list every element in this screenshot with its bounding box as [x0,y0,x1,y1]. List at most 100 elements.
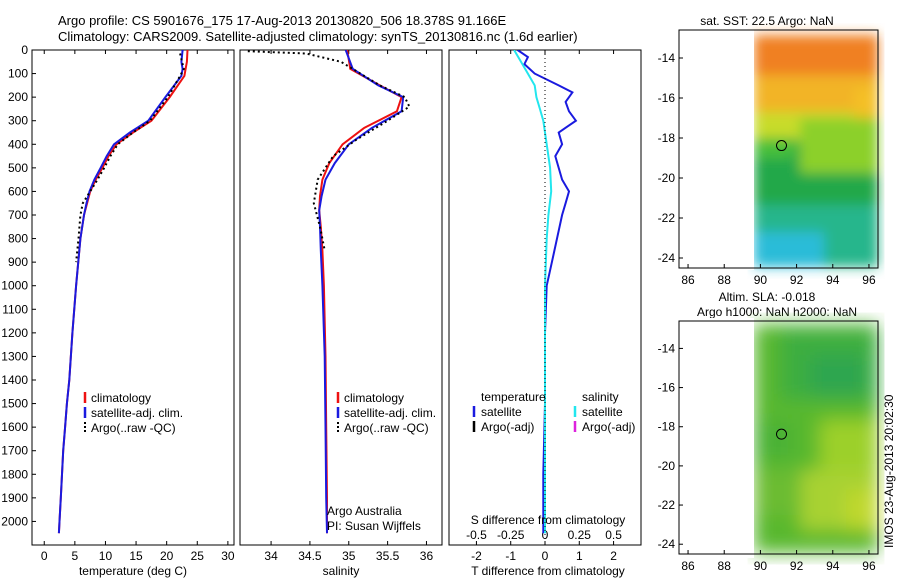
series-line-satellite-adj-clim- [57,50,184,534]
legend-label-sal-argo: Argo(-adj) [582,420,635,434]
legend-label-temp-satellite: satellite [481,405,522,419]
legend-label-climatology: climatology [91,391,151,405]
x-tick-label: 30 [221,549,235,563]
y-tick-label: 900 [8,255,28,269]
s-tick-label: -0.25 [497,528,525,542]
x-tick-label: 5 [72,549,79,563]
map-x-tick-label: 96 [862,559,876,573]
temperature-x-axis: 0 5 10 15 20 25 30 [41,50,235,563]
map-y-tick-label: -22 [658,498,676,512]
s-tick-label: 0.25 [568,528,592,542]
series-line-satellite-adj-clim- [318,50,405,534]
y-tick-label: 400 [8,137,28,151]
imos-timestamp: IMOS 23-Aug-2013 20:02:30 [882,394,896,548]
legend-label-argo: Argo(..raw -QC) [344,421,429,435]
legend-header-temperature: temperature [481,390,546,404]
salinity-axes-frame [239,49,443,546]
y-tick-label: 1900 [1,491,28,505]
y-tick-label: 1800 [1,467,28,481]
salinity-xlabel: salinity [323,564,360,578]
y-tick-label: 1200 [1,326,28,340]
series-line-argo-raw-qc- [247,50,411,251]
difference-legend: temperature salinity satellite Argo(-adj… [472,390,635,434]
annotation-pi: PI: Susan Wijffels [327,519,421,533]
annotation-argo-australia: Argo Australia [327,504,402,518]
temperature-lines [57,50,189,534]
series-line-climatology [318,50,403,534]
map-y-tick-label: -14 [658,341,676,355]
series-line-argo-raw-qc- [75,53,185,263]
y-tick-label: 0 [21,43,28,57]
legend-label-satellite: satellite-adj. clim. [91,406,183,420]
y-tick-label: 800 [8,232,28,246]
y-tick-label: 1300 [1,349,28,363]
series-line-salinity-satellite [513,50,553,534]
sla-map-panel: Altim. SLA: -0.018 Argo h1000: NaN h2000… [658,290,879,573]
x-tick-label: 0 [542,549,549,563]
sst-map-title: sat. SST: 22.5 Argo: NaN [700,14,833,28]
map-x-tick-label: 88 [718,559,732,573]
y-tick-label: 2000 [1,514,28,528]
y-tick-label: 100 [8,67,28,81]
map-x-tick-label: 92 [790,559,804,573]
y-tick-label: 1000 [1,279,28,293]
x-tick-label: 25 [191,549,205,563]
y-tick-label: 700 [8,208,28,222]
legend-header-salinity: salinity [582,390,619,404]
map-y-tick-label: -16 [658,381,676,395]
difference-lines [513,50,578,545]
y-tick-label: 1500 [1,397,28,411]
legend-label-argo: Argo(..raw -QC) [91,421,176,435]
map-x-tick-label: 86 [681,559,695,573]
x-tick-label: 35.5 [376,549,400,563]
s-difference-label: S difference from climatology [471,513,626,527]
map-x-tick-label: 94 [826,273,840,287]
map-y-tick-label: -20 [658,459,676,473]
x-tick-label: 15 [129,549,143,563]
sla-map-title: Altim. SLA: -0.018 [719,290,816,304]
y-tick-label: 1100 [2,302,28,316]
x-tick-label: 34.5 [298,549,322,563]
series-line-climatology [57,50,189,534]
sst-mask [679,30,754,270]
x-tick-label: 20 [160,549,174,563]
sla-map-subtitle: Argo h1000: NaN h2000: NaN [697,305,857,319]
map-y-tick-label: -14 [658,51,676,65]
x-tick-label: 35 [342,549,356,563]
y-tick-label: 300 [8,114,28,128]
figure-title-line1: Argo profile: CS 5901676_175 17-Aug-2013… [58,13,507,28]
figure-title-line2: Climatology: CARS2009. Satellite-adjuste… [58,29,578,44]
map-x-tick-label: 96 [862,273,876,287]
s-tick-label: 0.5 [605,528,622,542]
temperature-panel: 0100200300400500600700800900100011001200… [1,43,235,578]
map-y-tick-label: -18 [658,420,676,434]
s-tick-label: -0.5 [466,528,487,542]
sst-map-frame [678,29,879,269]
x-tick-label: 0 [41,549,48,563]
x-tick-label: 10 [99,549,113,563]
map-y-tick-label: -18 [658,131,676,145]
temperature-axes-frame [31,49,235,546]
sla-map-axes: 86 88 90 92 94 96 -14 -16 -18 -20 -22 -24 [658,341,876,573]
sst-map-panel: sat. SST: 22.5 Argo: NaN 86 88 90 92 94 96 -14… [658,14,879,287]
argo-position-marker [776,428,788,440]
sst-field [754,35,878,267]
x-tick-label: 2 [610,549,617,563]
sla-mask [679,318,754,558]
map-y-tick-label: -24 [658,537,676,551]
salinity-x-axis: 34 34.5 35 35.5 36 [264,50,433,563]
salinity-lines [247,50,411,534]
t-difference-label: T difference from climatology [471,564,625,578]
map-y-tick-label: -22 [658,211,676,225]
map-x-tick-label: 94 [826,559,840,573]
map-y-tick-label: -16 [658,91,676,105]
legend-label-temp-argo: Argo(-adj) [481,420,534,434]
x-tick-label: -2 [471,549,482,563]
x-tick-label: 36 [420,549,434,563]
sla-map-frame [678,320,879,555]
map-x-tick-label: 90 [754,273,768,287]
map-x-tick-label: 92 [790,273,804,287]
argo-position-marker [776,140,788,152]
